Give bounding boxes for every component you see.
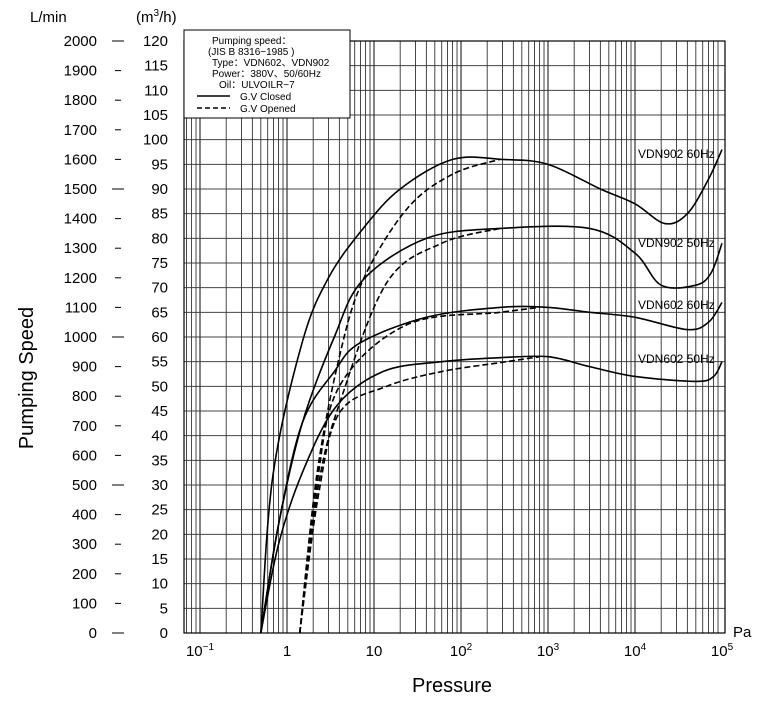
y-tick-label-lmin: 800	[72, 388, 97, 405]
y-tick-label-lmin: 200	[72, 566, 97, 583]
y-tick-label-m3h: 65	[151, 304, 168, 321]
series-line-vdn602-60hz	[260, 302, 723, 634]
series-label-vdn602-60hz: VDN602 60Hz	[638, 298, 715, 312]
y-tick-label-lmin: 1100	[65, 299, 97, 316]
y-tick-label-lmin: 1200	[64, 270, 97, 287]
y-tick-label-m3h: 35	[151, 452, 168, 469]
y-tick-label-m3h: 70	[151, 280, 168, 297]
y-tick-label-m3h: 10	[151, 576, 168, 593]
y-tick-label-lmin: 1800	[64, 92, 97, 109]
y-tick-label-m3h: 45	[151, 403, 168, 420]
legend-entry-opened: G.V Opened	[240, 104, 296, 115]
y-tick-label-lmin: 1000	[64, 329, 97, 346]
curves	[260, 149, 723, 634]
y-tick-label-lmin: 1900	[64, 63, 97, 80]
y-tick-label-lmin: 400	[72, 507, 97, 524]
grid	[184, 40, 725, 634]
series-line-vdn902-50hz-g-v-opened	[298, 227, 501, 634]
y-tick-label-m3h: 75	[151, 255, 168, 272]
y-axis-ticks: 0 5 10 15 20 25 30 35 40 45 50 55 60 65 70 75 80 85 90 95 10…	[64, 33, 168, 642]
legend-entry-closed: G.V Closed	[240, 92, 291, 103]
x-tick-label: 10−1	[186, 642, 215, 660]
legend: Pumping speed： (JIS B 8316−1985 ) Type：V…	[183, 29, 351, 119]
series-labels: VDN902 60Hz VDN902 50Hz VDN602 60Hz VDN6…	[638, 147, 715, 366]
series-line-vdn602-50hz	[260, 355, 723, 634]
y-tick-label-m3h: 55	[151, 354, 168, 371]
y-tick-label-m3h: 105	[143, 107, 168, 124]
plot-frame	[183, 40, 726, 634]
x-axis-title: Pressure	[412, 675, 492, 697]
y-right-unit: (m3/h)	[136, 8, 177, 26]
y-tick-label-m3h: 20	[151, 526, 168, 543]
legend-line: Oil：ULVOILR−7	[219, 80, 295, 91]
y-tick-label-m3h: 30	[151, 477, 168, 494]
y-tick-label-lmin: 1600	[64, 151, 97, 168]
y-tick-label-m3h: 115	[144, 58, 168, 75]
y-tick-label-m3h: 0	[160, 625, 168, 642]
x-tick-label: 1	[283, 643, 291, 660]
legend-box	[183, 29, 351, 119]
y-tick-label-m3h: 80	[151, 230, 168, 247]
series-label-vdn602-50hz: VDN602 50Hz	[638, 352, 715, 366]
y-tick-label-lmin: 2000	[64, 33, 97, 50]
y-tick-label-m3h: 15	[151, 551, 168, 568]
y-tick-label-lmin: 1400	[64, 211, 97, 228]
series-line-vdn602-60hz-g-v-opened	[298, 306, 540, 634]
y-tick-label-m3h: 50	[151, 378, 168, 395]
x-tick-label: 105	[711, 642, 734, 660]
legend-line: (JIS B 8316−1985 )	[208, 47, 294, 58]
x-tick-label: 10	[366, 643, 383, 660]
y-tick-label-m3h: 5	[160, 600, 168, 617]
y-tick-label-lmin: 0	[89, 625, 97, 642]
y-tick-label-m3h: 90	[151, 181, 168, 198]
x-axis-ticks: 10−1 1 10 102 103 104 105	[186, 642, 734, 660]
y-tick-label-lmin: 500	[72, 477, 97, 494]
y-tick-label-lmin: 900	[72, 359, 97, 376]
y-tick-label-lmin: 1700	[64, 122, 97, 139]
y-tick-label-lmin: 100	[72, 595, 97, 612]
y-tick-label-lmin: 600	[72, 447, 97, 464]
series-line-vdn602-50hz-g-v-opened	[298, 355, 540, 634]
y-tick-label-lmin: 1500	[64, 181, 97, 198]
y-tick-label-m3h: 110	[144, 82, 168, 99]
legend-line: Type：VDN602、VDN902	[212, 58, 330, 69]
y-tick-label-m3h: 25	[151, 502, 168, 519]
x-tick-label: 103	[537, 642, 560, 660]
y-left-unit: L/min	[30, 9, 67, 26]
series-line-vdn902-60hz-g-v-opened	[298, 158, 501, 634]
y-axis-title: Pumping Speed	[16, 307, 38, 449]
y-tick-label-lmin: 700	[72, 418, 97, 435]
y-tick-label-m3h: 60	[151, 329, 168, 346]
y-tick-label-m3h: 100	[143, 132, 168, 149]
legend-line: Power：380V、50/60Hz	[212, 69, 321, 80]
legend-line: Pumping speed：	[212, 36, 292, 47]
series-label-vdn902-60hz: VDN902 60Hz	[638, 147, 715, 161]
x-tick-label: 102	[450, 642, 473, 660]
x-unit: Pa	[733, 624, 752, 641]
y-tick-label-m3h: 120	[143, 33, 168, 50]
y-tick-label-m3h: 40	[151, 428, 168, 445]
series-label-vdn902-50hz: VDN902 50Hz	[638, 236, 715, 250]
series-line-vdn902-60hz	[260, 149, 723, 634]
y-tick-label-m3h: 85	[151, 206, 168, 223]
x-tick-label: 104	[624, 642, 647, 660]
y-tick-label-lmin: 300	[72, 536, 97, 553]
y-tick-label-lmin: 1300	[64, 240, 97, 257]
y-tick-label-m3h: 95	[151, 156, 168, 173]
